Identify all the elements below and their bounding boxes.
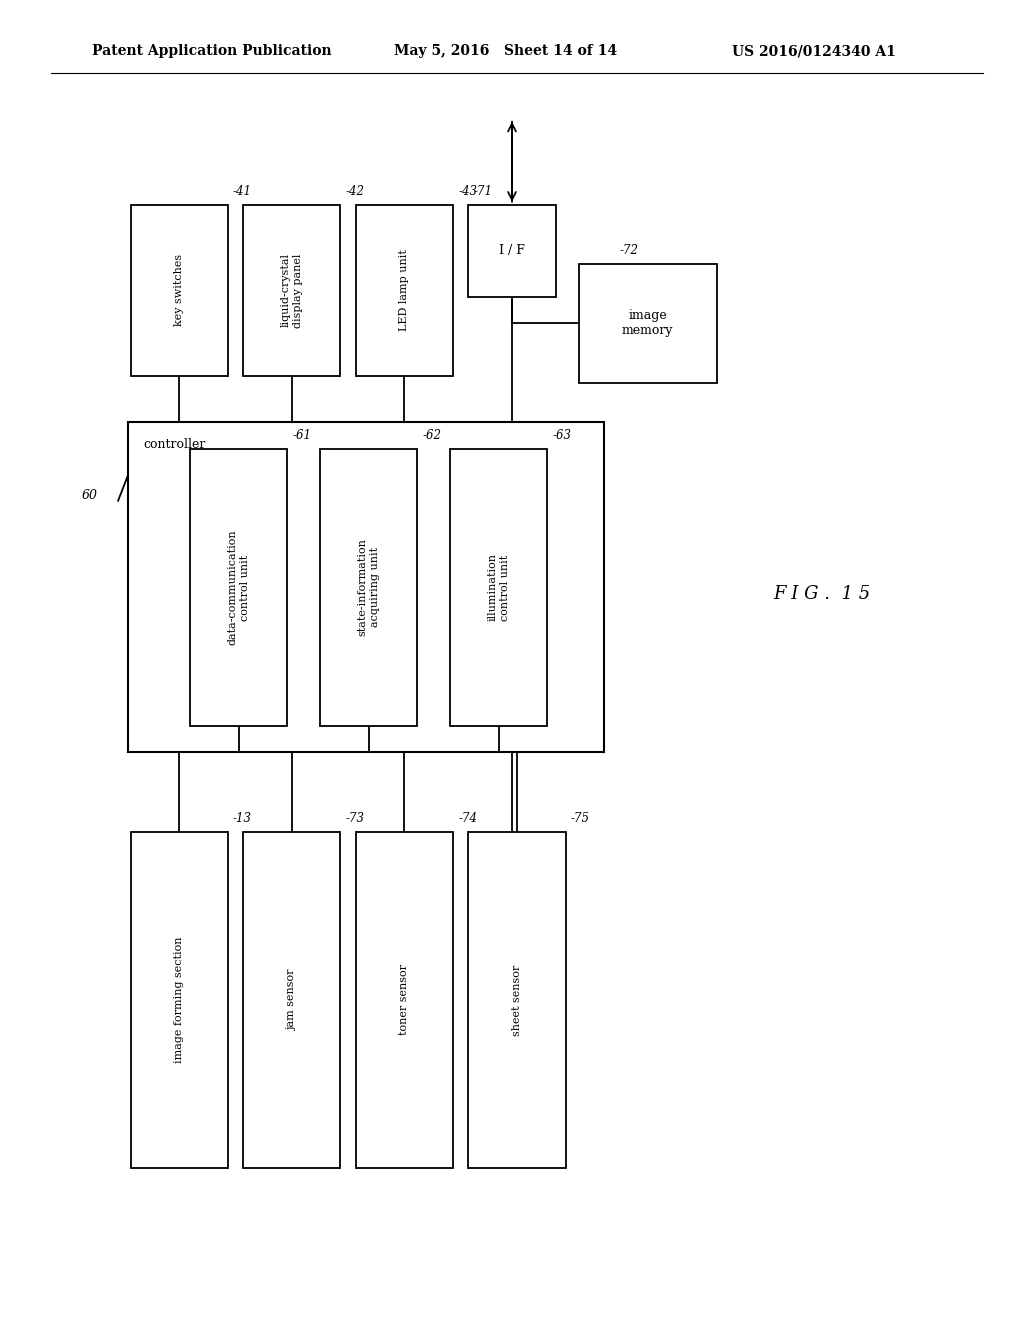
Bar — [244, 832, 340, 1168]
Text: US 2016/0124340 A1: US 2016/0124340 A1 — [732, 45, 896, 58]
Bar — [131, 205, 227, 376]
Bar — [451, 449, 547, 726]
Text: Patent Application Publication: Patent Application Publication — [92, 45, 332, 58]
Text: -61: -61 — [293, 429, 311, 442]
Text: illumination
control unit: illumination control unit — [487, 553, 510, 622]
Text: key switches: key switches — [174, 255, 184, 326]
Bar — [190, 449, 287, 726]
Text: sheet sensor: sheet sensor — [512, 965, 522, 1035]
Bar — [356, 205, 453, 376]
Bar — [469, 832, 565, 1168]
Text: image forming section: image forming section — [174, 937, 184, 1063]
Text: state-information
acquiring unit: state-information acquiring unit — [357, 539, 380, 636]
Bar — [128, 422, 604, 752]
Bar — [244, 205, 340, 376]
Text: 60: 60 — [82, 488, 98, 502]
Text: data-communication
control unit: data-communication control unit — [227, 529, 250, 645]
Bar — [356, 832, 453, 1168]
Text: May 5, 2016   Sheet 14 of 14: May 5, 2016 Sheet 14 of 14 — [394, 45, 617, 58]
Text: -62: -62 — [422, 429, 441, 442]
Text: -63: -63 — [553, 429, 571, 442]
Text: F I G .  1 5: F I G . 1 5 — [773, 585, 870, 603]
Text: -73: -73 — [345, 812, 365, 825]
Text: controller: controller — [143, 438, 206, 451]
Text: -74: -74 — [459, 812, 477, 825]
Bar — [469, 205, 555, 297]
Text: -71: -71 — [473, 185, 493, 198]
Text: jam sensor: jam sensor — [287, 969, 297, 1031]
Text: -42: -42 — [345, 185, 365, 198]
Text: toner sensor: toner sensor — [399, 965, 410, 1035]
Text: -72: -72 — [620, 244, 639, 257]
Text: LED lamp unit: LED lamp unit — [399, 249, 410, 331]
Bar — [131, 832, 227, 1168]
Text: liquid-crystal
display panel: liquid-crystal display panel — [281, 253, 303, 327]
Text: image
memory: image memory — [622, 309, 674, 338]
Text: I / F: I / F — [499, 244, 525, 257]
Text: -43: -43 — [459, 185, 477, 198]
Text: -75: -75 — [571, 812, 590, 825]
Text: -41: -41 — [232, 185, 252, 198]
Text: -13: -13 — [232, 812, 252, 825]
Bar — [579, 264, 717, 383]
Bar — [319, 449, 418, 726]
